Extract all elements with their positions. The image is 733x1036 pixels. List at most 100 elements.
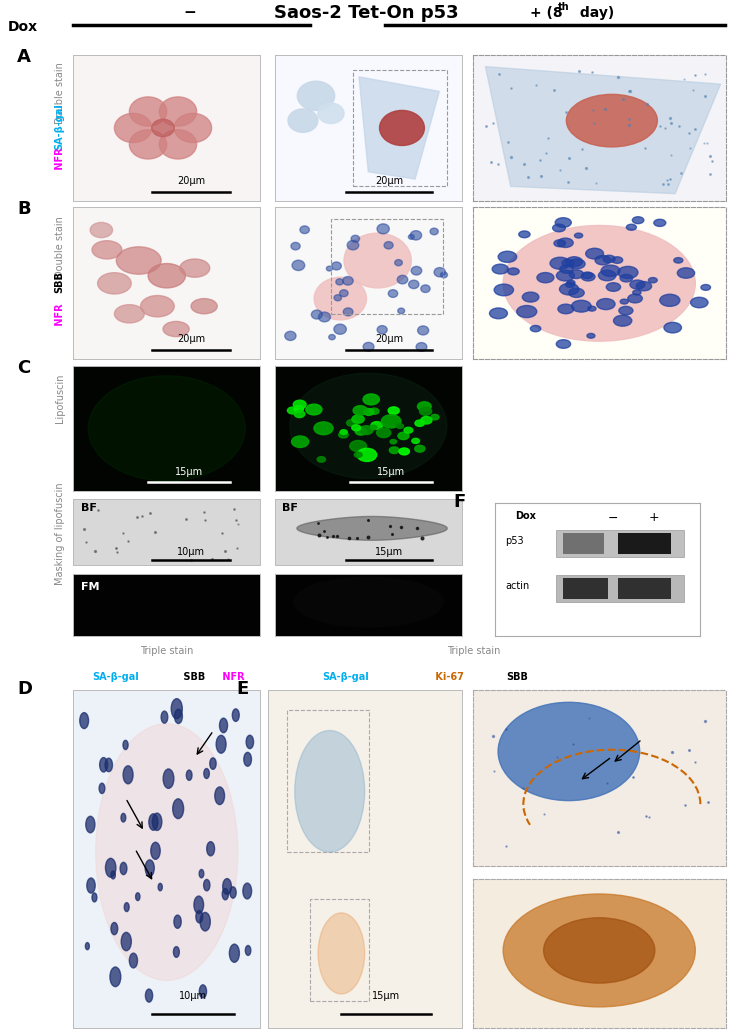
Circle shape (215, 787, 224, 805)
Text: NFR: NFR (219, 671, 245, 682)
Circle shape (369, 408, 379, 414)
Text: NFR: NFR (55, 147, 65, 173)
Circle shape (243, 883, 251, 899)
Circle shape (674, 258, 683, 263)
Circle shape (363, 394, 380, 405)
Ellipse shape (117, 247, 161, 275)
Circle shape (344, 233, 411, 288)
Circle shape (566, 257, 583, 266)
Circle shape (352, 415, 364, 424)
Ellipse shape (148, 263, 185, 288)
Circle shape (343, 308, 353, 316)
Circle shape (288, 109, 318, 133)
Circle shape (587, 334, 595, 338)
Circle shape (430, 228, 438, 235)
Circle shape (244, 752, 251, 767)
Circle shape (418, 326, 429, 335)
Circle shape (380, 111, 424, 145)
Text: 20μm: 20μm (375, 335, 403, 344)
Text: NFR: NFR (55, 304, 65, 329)
Circle shape (660, 294, 680, 307)
Circle shape (492, 264, 509, 274)
Polygon shape (485, 66, 721, 194)
Circle shape (569, 288, 584, 297)
Text: +: + (649, 512, 659, 524)
Circle shape (556, 340, 570, 348)
Circle shape (620, 275, 633, 282)
Circle shape (601, 265, 620, 277)
Circle shape (636, 282, 652, 291)
Circle shape (292, 436, 309, 448)
Circle shape (558, 305, 574, 314)
Circle shape (287, 407, 298, 414)
Circle shape (567, 94, 658, 147)
Circle shape (494, 284, 514, 295)
Text: B: B (18, 200, 31, 218)
Circle shape (336, 279, 343, 285)
Text: 20μm: 20μm (375, 176, 403, 186)
Circle shape (412, 438, 419, 443)
Circle shape (100, 757, 108, 772)
Circle shape (553, 224, 565, 232)
FancyBboxPatch shape (562, 533, 603, 554)
Circle shape (293, 400, 306, 409)
Circle shape (595, 256, 611, 265)
Text: Double stain: Double stain (55, 62, 65, 124)
Circle shape (411, 266, 421, 275)
Circle shape (490, 308, 507, 319)
Circle shape (123, 741, 128, 750)
Circle shape (334, 294, 342, 300)
Text: 20μm: 20μm (177, 176, 205, 186)
Circle shape (588, 307, 596, 311)
Circle shape (151, 842, 161, 859)
Ellipse shape (92, 240, 122, 259)
Circle shape (620, 299, 628, 304)
Circle shape (363, 342, 374, 351)
Text: −: − (184, 5, 196, 21)
Circle shape (677, 267, 695, 279)
FancyBboxPatch shape (556, 575, 684, 602)
Circle shape (381, 414, 401, 428)
Circle shape (80, 713, 89, 728)
Circle shape (229, 944, 240, 962)
Text: BF: BF (282, 503, 298, 513)
Circle shape (292, 260, 305, 270)
Circle shape (410, 231, 421, 240)
Circle shape (503, 226, 696, 341)
Circle shape (559, 283, 579, 295)
Text: SBB: SBB (180, 671, 205, 682)
Circle shape (388, 407, 399, 414)
Circle shape (415, 420, 424, 427)
Text: actin: actin (505, 581, 529, 591)
Circle shape (285, 332, 296, 341)
Text: p53: p53 (505, 536, 523, 546)
Circle shape (649, 278, 658, 283)
Circle shape (347, 420, 356, 426)
Circle shape (377, 325, 387, 334)
Circle shape (399, 448, 410, 455)
Circle shape (377, 224, 389, 234)
Circle shape (597, 298, 615, 310)
Text: C: C (18, 359, 31, 377)
Circle shape (306, 404, 322, 415)
Circle shape (158, 884, 162, 891)
Text: E: E (237, 680, 248, 698)
Circle shape (664, 322, 682, 333)
Circle shape (294, 405, 303, 412)
Circle shape (161, 711, 168, 723)
Circle shape (216, 736, 226, 753)
Circle shape (421, 285, 430, 292)
Circle shape (537, 272, 554, 283)
Circle shape (654, 220, 666, 227)
Circle shape (394, 260, 402, 266)
Circle shape (86, 877, 95, 893)
Text: D: D (18, 680, 32, 698)
Circle shape (159, 97, 196, 126)
Circle shape (498, 702, 640, 801)
Text: SBB: SBB (506, 671, 528, 682)
Text: Ki-67: Ki-67 (432, 671, 464, 682)
Text: 10μm: 10μm (179, 990, 207, 1001)
Circle shape (219, 718, 227, 732)
Circle shape (290, 373, 447, 479)
Circle shape (434, 267, 446, 277)
